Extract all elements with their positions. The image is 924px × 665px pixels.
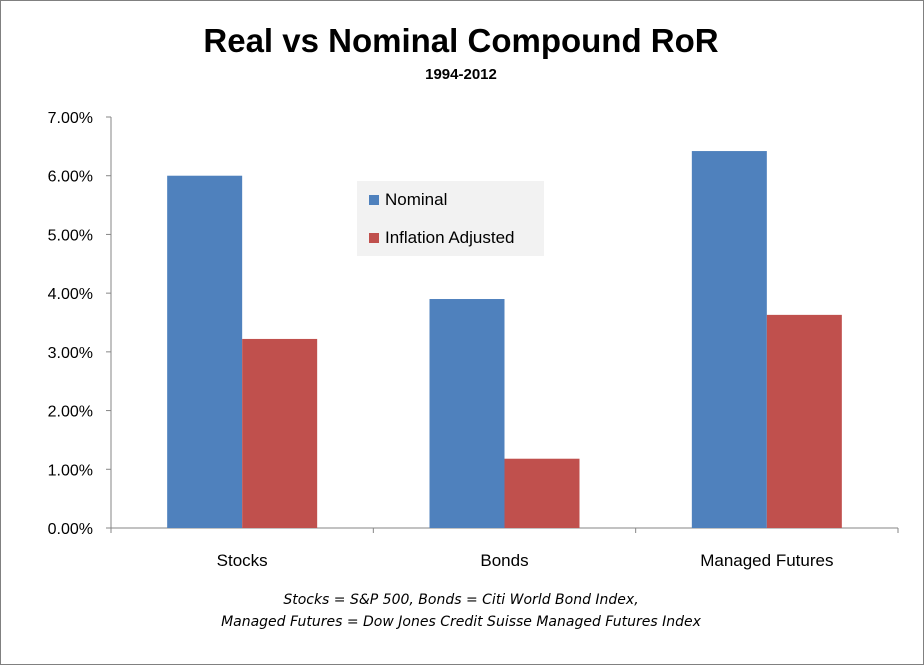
bar-nominal-managed-futures — [691, 151, 767, 528]
x-tick-label: Managed Futures — [700, 551, 833, 570]
y-tick-label: 3.00% — [48, 345, 93, 362]
footnote-line-1: Stocks = S&P 500, Bonds = Citi World Bon… — [283, 592, 639, 608]
y-tick-label: 0.00% — [48, 521, 93, 538]
bar-inflation-adjusted-stocks — [242, 338, 318, 528]
legend-swatch-nominal — [369, 195, 379, 205]
y-tick-label: 4.00% — [48, 286, 93, 303]
legend: Nominal Inflation Adjusted — [357, 181, 544, 256]
bar-nominal-stocks — [167, 175, 243, 528]
y-tick-label: 2.00% — [48, 404, 93, 421]
legend-label-nominal: Nominal — [385, 190, 448, 209]
bar-inflation-adjusted-managed-futures — [766, 314, 842, 528]
y-tick-label: 5.00% — [48, 227, 93, 244]
y-tick-label: 1.00% — [48, 462, 93, 479]
legend-swatch-inflation-adjusted — [369, 233, 379, 243]
legend-label-inflation-adjusted: Inflation Adjusted — [385, 228, 515, 247]
y-tick-label: 7.00% — [48, 110, 93, 127]
footnote-line-2: Managed Futures = Dow Jones Credit Suiss… — [221, 614, 701, 630]
x-tick-label: Bonds — [480, 551, 528, 570]
bar-inflation-adjusted-bonds — [504, 458, 580, 528]
x-tick-label: Stocks — [217, 551, 268, 570]
chart-subtitle: 1994-2012 — [425, 66, 497, 83]
bar-nominal-bonds — [429, 299, 505, 528]
chart-title: Real vs Nominal Compound RoR — [203, 22, 719, 59]
y-tick-label: 6.00% — [48, 169, 93, 186]
